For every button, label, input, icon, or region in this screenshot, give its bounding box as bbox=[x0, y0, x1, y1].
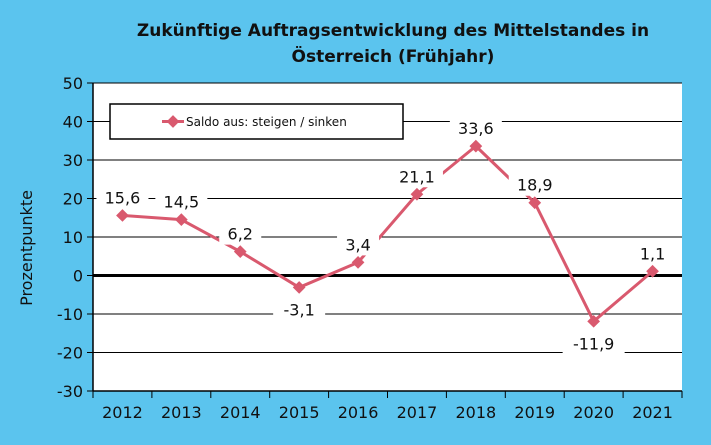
x-tick-label: 2018 bbox=[455, 403, 496, 422]
data-label: 3,4 bbox=[345, 235, 370, 254]
x-tick-label: 2016 bbox=[338, 403, 379, 422]
y-tick-label: 40 bbox=[63, 113, 83, 132]
data-point bbox=[116, 209, 129, 222]
data-point bbox=[410, 187, 424, 201]
x-tick-label: 2012 bbox=[102, 403, 143, 422]
x-tick-label: 2015 bbox=[279, 403, 320, 422]
data-point bbox=[351, 256, 365, 269]
data-label-bg bbox=[96, 186, 149, 209]
y-tick-label: -30 bbox=[57, 382, 83, 401]
series-line bbox=[122, 144, 654, 323]
y-tick-label: -20 bbox=[57, 344, 83, 363]
y-tick-label: 0 bbox=[73, 267, 83, 286]
legend-label: Saldo aus: steigen / sinken bbox=[186, 115, 347, 129]
data-label: 14,5 bbox=[164, 193, 200, 212]
data-label-bg bbox=[337, 233, 380, 256]
data-label-bg bbox=[390, 165, 443, 188]
y-tick-label: 10 bbox=[63, 228, 83, 247]
data-point bbox=[174, 213, 188, 227]
data-label-bg bbox=[631, 242, 674, 265]
x-axis: 2012 2013 2014 2015 2016 2017 2018 2019 2020 2021 bbox=[92, 274, 683, 422]
data-label-bg bbox=[155, 190, 208, 213]
y-tick-label: 30 bbox=[63, 151, 83, 170]
data-label: -3,1 bbox=[284, 300, 315, 319]
data-point bbox=[233, 245, 247, 258]
data-label-bg bbox=[508, 173, 561, 196]
y-tick-label: -10 bbox=[57, 305, 83, 324]
data-point bbox=[469, 139, 483, 153]
data-label: 21,1 bbox=[399, 167, 435, 186]
y-tick-label: 50 bbox=[63, 74, 83, 93]
chart-title-line-1: Zukünftige Auftragsentwicklung des Mitte… bbox=[137, 21, 649, 41]
data-label: 1,1 bbox=[640, 244, 665, 263]
data-label: -11,9 bbox=[573, 334, 614, 353]
data-label-bg bbox=[273, 298, 326, 321]
x-tick-label: 2014 bbox=[220, 403, 261, 422]
y-axis-label: Prozentpunkte bbox=[17, 190, 36, 306]
x-tick-label: 2013 bbox=[161, 403, 202, 422]
data-labels: 15,6 14,5 6,2 -3,1 3,4 21,1 33,6 18,9 -11,9 1,1 bbox=[96, 117, 674, 355]
data-label: 15,6 bbox=[105, 188, 141, 207]
x-tick-label: 2017 bbox=[397, 403, 438, 422]
legend-marker bbox=[166, 115, 180, 128]
data-label: 33,6 bbox=[458, 119, 494, 138]
legend-box bbox=[109, 103, 404, 140]
data-label: 18,9 bbox=[517, 176, 553, 195]
data-label-bg bbox=[449, 117, 502, 140]
legend: Saldo aus: steigen / sinken bbox=[109, 103, 404, 140]
data-label: 6,2 bbox=[228, 225, 253, 244]
x-tick-label: 2021 bbox=[632, 403, 673, 422]
data-label-bg bbox=[562, 332, 625, 355]
data-point bbox=[292, 281, 306, 294]
y-tick-label: 20 bbox=[63, 190, 83, 209]
x-tick-label: 2019 bbox=[514, 403, 555, 422]
data-label-bg bbox=[219, 222, 262, 245]
x-tick-label: 2020 bbox=[573, 403, 614, 422]
chart-title-line-2: Österreich (Frühjahr) bbox=[292, 45, 495, 67]
y-axis: 50 40 30 20 10 0 -10 -20 -30 bbox=[57, 74, 94, 401]
